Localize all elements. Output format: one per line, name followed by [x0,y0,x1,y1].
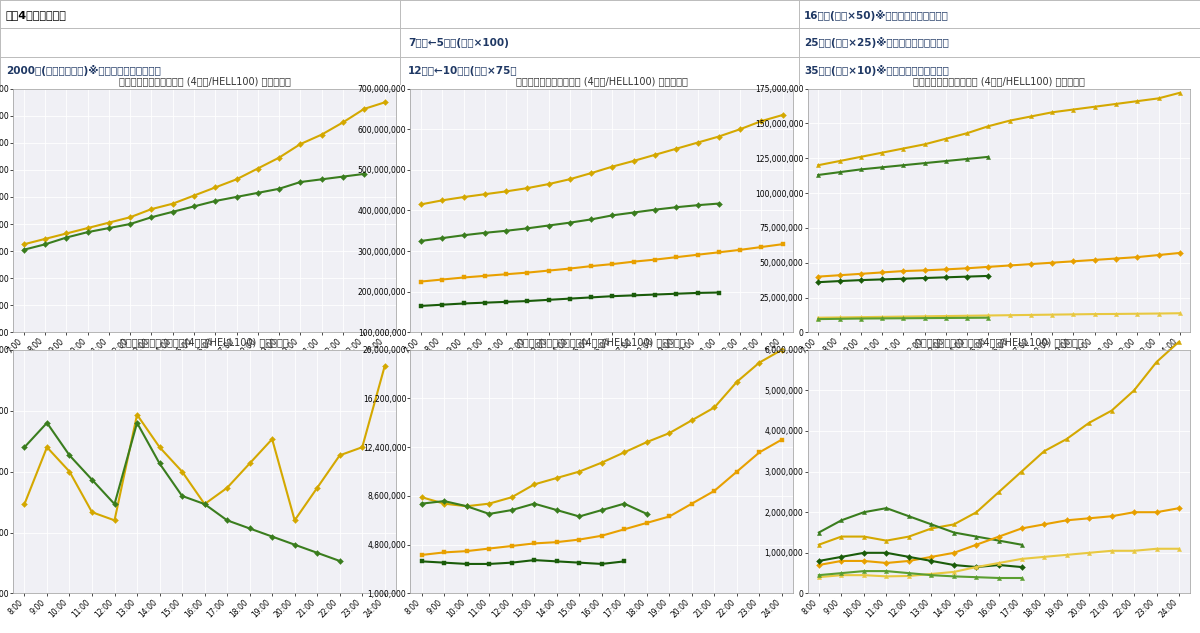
Text: 本戦4日目：グラフ: 本戦4日目：グラフ [6,10,67,20]
Text: 35万位(勲章×10)※報酬対象順位変更なし: 35万位(勲章×10)※報酬対象順位変更なし [804,65,949,77]
Text: 12万位←10万位(勲章×75）: 12万位←10万位(勲章×75） [408,66,517,76]
Title: 個人貢献度ボーダー推移 (4日目/HELL100) 前回と比較: 個人貢献度ボーダー推移 (4日目/HELL100) 前回と比較 [516,77,688,87]
Title: 個人貢献度ボーダー時速(4日目/HELL100) 前回と比較: 個人貢献度ボーダー時速(4日目/HELL100) 前回と比較 [120,337,289,348]
Text: 25万位(勲章×25)※報酬対象順位変更なし: 25万位(勲章×25)※報酬対象順位変更なし [804,37,949,48]
Text: 16万位(勲章×50)※報酬対象順位変更なし: 16万位(勲章×50)※報酬対象順位変更なし [804,10,949,21]
Title: 個人貢献度ボーダー推移 (4日目/HELL100) 前回と比較: 個人貢献度ボーダー推移 (4日目/HELL100) 前回と比較 [913,77,1085,87]
Title: 個人貢献度ボーダー時速(4日目/HELL100) 前回と比較: 個人貢献度ボーダー時速(4日目/HELL100) 前回と比較 [517,337,686,348]
Title: 個人貢献度ボーダー時速(4日目/HELL100) 前回と比較: 個人貢献度ボーダー時速(4日目/HELL100) 前回と比較 [914,337,1084,348]
Text: 7万位←5万位(勲章×100): 7万位←5万位(勲章×100) [408,38,509,47]
Text: 2000位(古戦場の英雄)※報酬対象順位変更なし: 2000位(古戦場の英雄)※報酬対象順位変更なし [6,65,161,77]
Title: 個人貢献度ボーダー推移 (4日目/HELL100) 前回と比較: 個人貢献度ボーダー推移 (4日目/HELL100) 前回と比較 [119,77,290,87]
